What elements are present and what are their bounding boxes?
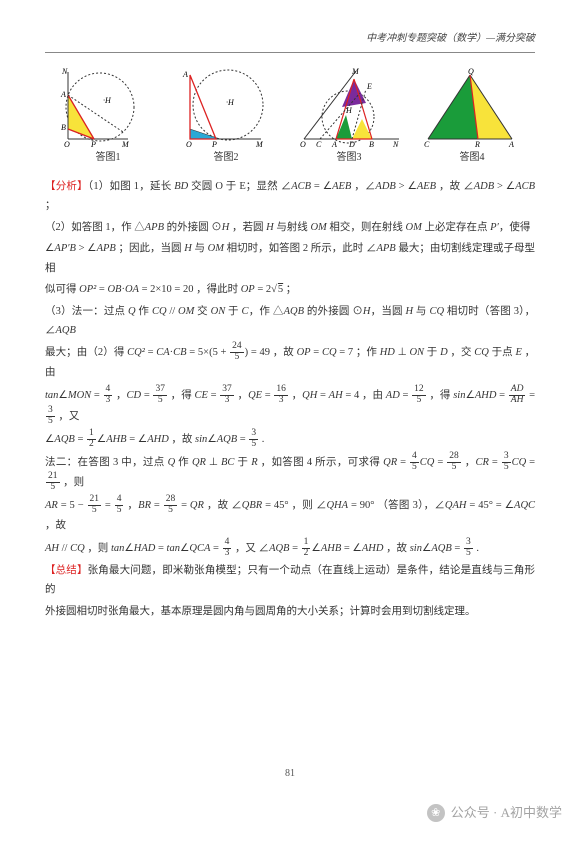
figure-3: M E H O C A D B N 答图3 [294, 67, 404, 168]
svg-text:D: D [348, 140, 355, 147]
para-7: tan∠MON = 43 ，CD = 375 ，得 CE = 373 ，QE =… [45, 385, 535, 427]
svg-text:O: O [186, 140, 192, 147]
para-2: （2）如答图 1，作 △APB 的外接圆 ⊙H ，若圆 H 与射线 OM 相交，… [45, 218, 535, 237]
svg-text:H: H [345, 106, 353, 115]
svg-text:B: B [369, 140, 374, 147]
wechat-icon: ❀ [427, 804, 445, 822]
figure-2: A O P M ·H 答图2 [176, 67, 276, 168]
document-page: 中考冲刺专题突破（数学）—满分突破 N A B O P M ·H 答图1 [0, 0, 580, 843]
svg-text:M: M [351, 67, 360, 76]
svg-text:P: P [211, 140, 217, 147]
para-13: 外接圆相切时张角最大，基本原理是圆内角与圆周角的大小关系；计算时会用到切割线定理… [45, 602, 535, 621]
svg-text:A: A [331, 140, 337, 147]
watermark: ❀ 公众号 · A初中数学 [427, 801, 562, 825]
svg-text:N: N [392, 140, 399, 147]
analysis-label: 【分析】 [45, 181, 88, 192]
svg-text:A: A [508, 140, 514, 147]
watermark-text: 公众号 · A初中数学 [451, 801, 562, 825]
fig1-caption: 答图1 [58, 149, 158, 168]
fig4-caption: 答图4 [422, 149, 522, 168]
para-5: （3）法一：过点 Q 作 CQ // OM 交 ON 于 C，作 △AQB 的外… [45, 302, 535, 341]
figure-3-svg: M E H O C A D B N [294, 67, 404, 147]
svg-text:M: M [255, 140, 264, 147]
svg-text:P: P [90, 140, 96, 147]
figure-4-svg: Q C R A [422, 67, 522, 147]
fig3-caption: 答图3 [294, 149, 404, 168]
svg-text:B: B [61, 123, 66, 132]
svg-text:Q: Q [468, 67, 474, 76]
content-body: 【分析】（1）如图 1，延长 BD 交圆 O 于 E；显然 ∠ACB = ∠AE… [45, 177, 535, 621]
para-9: 法二：在答图 3 中，过点 Q 作 QR ⊥ BC 于 R ，如答图 4 所示，… [45, 452, 535, 494]
svg-text:C: C [424, 140, 430, 147]
svg-text:E: E [366, 82, 372, 91]
para-4: 似可得 OP² = OB·OA = 2×10 = 20 ，得此时 OP = 2√… [45, 280, 535, 299]
figure-1-svg: N A B O P M ·H [58, 67, 158, 147]
page-number: 81 [0, 765, 580, 784]
svg-text:·H: ·H [226, 98, 235, 107]
svg-text:M: M [121, 140, 130, 147]
summary-label: 【总结】 [45, 565, 88, 576]
para-6: 最大；由（2）得 CQ² = CA·CB = 5×(5 + 245) = 49 … [45, 342, 535, 382]
fig2-caption: 答图2 [176, 149, 276, 168]
svg-text:R: R [474, 140, 480, 147]
para-12: 【总结】张角最大问题，即米勒张角模型；只有一个动点（在直线上运动）是条件，结论是… [45, 561, 535, 600]
svg-text:O: O [64, 140, 70, 147]
para-10: AR = 5 − 215 = 45 ，BR = 285 = QR ，故 ∠QBR… [45, 495, 535, 535]
figures-row: N A B O P M ·H 答图1 A O P M ·H [45, 67, 535, 168]
figure-1: N A B O P M ·H 答图1 [58, 67, 158, 168]
figure-4: Q C R A 答图4 [422, 67, 522, 168]
svg-text:C: C [316, 140, 322, 147]
svg-text:A: A [182, 70, 188, 79]
para-8: ∠AQB = 12∠AHB = ∠AHD ，故 sin∠AQB = 35 . [45, 429, 535, 450]
page-header: 中考冲刺专题突破（数学）—满分突破 [45, 30, 535, 53]
svg-text:O: O [300, 140, 306, 147]
svg-text:A: A [60, 90, 66, 99]
para-11: AH // CQ ，则 tan∠HAD = tan∠QCA = 43 ，又 ∠A… [45, 538, 535, 559]
para-3: ∠AP′B > ∠APB ；因此，当圆 H 与 OM 相切时，如答图 2 所示，… [45, 239, 535, 278]
figure-2-svg: A O P M ·H [176, 67, 276, 147]
svg-text:·H: ·H [103, 96, 112, 105]
fraction: 245 [229, 342, 245, 363]
para-1: 【分析】（1）如图 1，延长 BD 交圆 O 于 E；显然 ∠ACB = ∠AE… [45, 177, 535, 216]
svg-text:N: N [61, 67, 68, 76]
